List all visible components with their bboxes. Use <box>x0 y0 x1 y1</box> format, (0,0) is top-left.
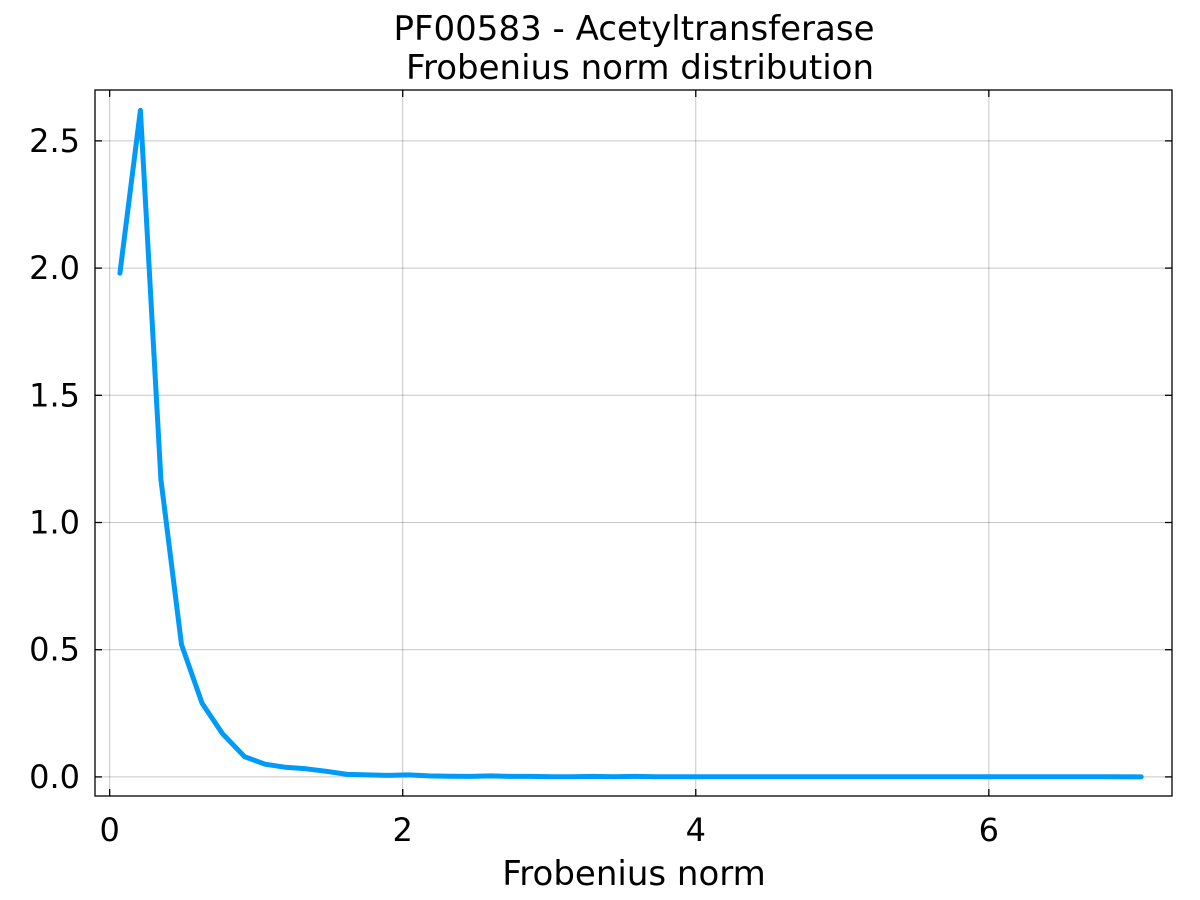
y-tick-label: 2.5 <box>29 122 80 160</box>
y-tick-label: 0.5 <box>29 631 80 669</box>
y-axis-ticks: 0.0 0.5 1.0 1.5 2.0 2.5 <box>29 122 80 796</box>
x-axis-label: Frobenius norm <box>502 854 766 894</box>
tick-marks <box>95 90 1172 796</box>
series-line <box>117 107 1144 780</box>
y-tick-label: 2.0 <box>29 249 80 287</box>
x-axis-ticks: 0 2 4 6 <box>99 811 999 849</box>
x-tick-label: 2 <box>393 811 413 849</box>
x-tick-label: 6 <box>979 811 999 849</box>
x-tick-label: 0 <box>99 811 119 849</box>
series-layer <box>117 107 1144 780</box>
chart-subtitle: Frobenius norm distribution <box>406 48 874 88</box>
x-tick-label: 4 <box>686 811 706 849</box>
y-tick-label: 1.5 <box>29 376 80 414</box>
chart-title: PF00583 - Acetyltransferase <box>393 9 874 49</box>
y-tick-label: 1.0 <box>29 504 80 542</box>
y-tick-label: 0.0 <box>29 758 80 796</box>
plot-frame <box>94 89 1173 797</box>
